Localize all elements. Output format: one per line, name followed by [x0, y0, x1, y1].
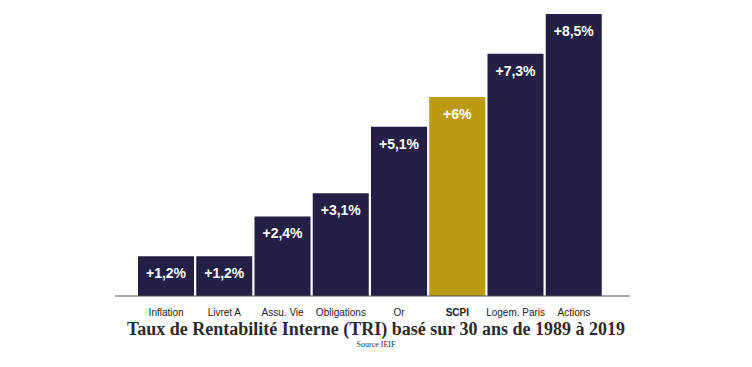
- svg-text:Or: Or: [394, 307, 406, 318]
- svg-text:+6%: +6%: [443, 106, 472, 122]
- svg-text:+1,2%: +1,2%: [146, 265, 187, 281]
- svg-text:+7,3%: +7,3%: [495, 63, 536, 79]
- svg-text:Logem. Paris: Logem. Paris: [486, 307, 545, 318]
- svg-text:+3,1%: +3,1%: [321, 202, 362, 218]
- svg-text:+8,5%: +8,5%: [554, 23, 595, 39]
- svg-text:+2,4%: +2,4%: [262, 225, 303, 241]
- svg-text:Inflation: Inflation: [149, 307, 184, 318]
- svg-text:+1,2%: +1,2%: [204, 265, 245, 281]
- svg-text:+5,1%: +5,1%: [379, 136, 420, 152]
- svg-text:SCPI: SCPI: [446, 307, 470, 318]
- svg-text:Obligations: Obligations: [316, 307, 366, 318]
- html-text:Taux de Rentabilité Interne (T: Taux de Rentabilité Interne (TRI) basé s…: [127, 319, 625, 339]
- svg-text:Assu. Vie: Assu. Vie: [262, 307, 304, 318]
- html-text:Source IEIF: Source IEIF: [356, 340, 396, 349]
- svg-text:Actions: Actions: [557, 307, 590, 318]
- svg-text:Livret A: Livret A: [208, 307, 242, 318]
